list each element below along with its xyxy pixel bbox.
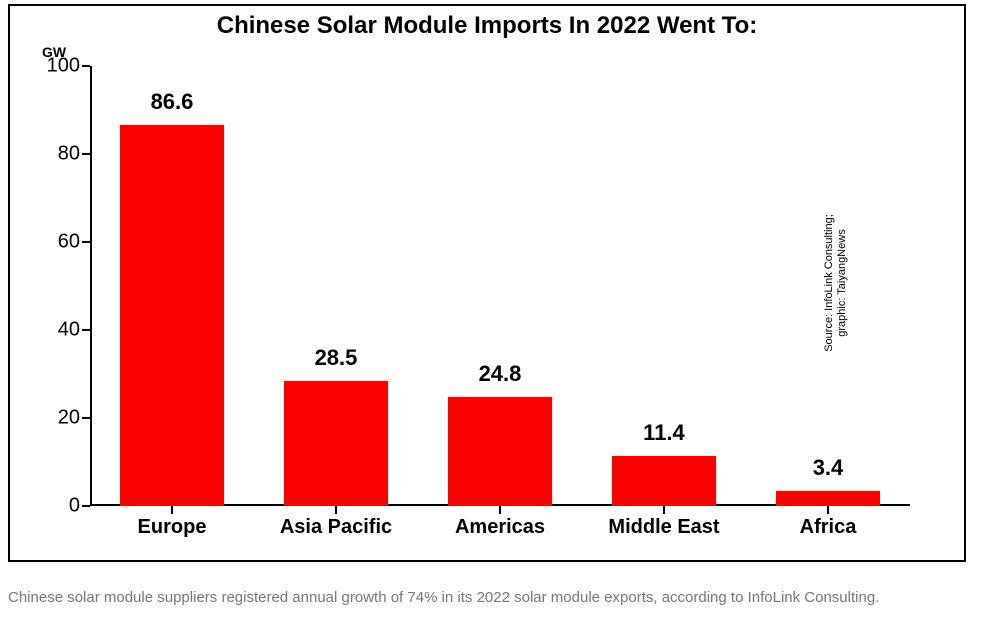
bar: 11.4 xyxy=(612,456,717,506)
bar-value-label: 11.4 xyxy=(643,420,685,456)
x-tick-label: Europe xyxy=(138,506,207,539)
y-axis-line xyxy=(90,66,92,506)
x-tick-label: Africa xyxy=(800,506,857,539)
x-tick-label: Asia Pacific xyxy=(280,506,392,539)
bar-value-label: 28.5 xyxy=(315,345,358,381)
y-tick-label: 100 xyxy=(47,55,90,78)
bar: 3.4 xyxy=(776,491,881,506)
y-tick-label: 20 xyxy=(58,407,90,430)
figure-frame: Chinese Solar Module Imports In 2022 Wen… xyxy=(8,4,966,562)
bar: 86.6 xyxy=(120,125,225,506)
x-tick-label: Middle East xyxy=(608,506,719,539)
y-tick-label: 0 xyxy=(69,495,90,518)
source-credit: Source: InfoLink Consulting; graphic: Ta… xyxy=(823,153,849,413)
x-tick-label: Americas xyxy=(455,506,545,539)
plot-area: 02040608010086.6Europe28.5Asia Pacific24… xyxy=(90,66,910,506)
caption-text: Chinese solar module suppliers registere… xyxy=(8,589,992,606)
bar-value-label: 86.6 xyxy=(151,89,194,125)
y-tick-label: 40 xyxy=(58,319,90,342)
chart-title: Chinese Solar Module Imports In 2022 Wen… xyxy=(10,12,964,40)
y-tick-label: 80 xyxy=(58,143,90,166)
y-tick-label: 60 xyxy=(58,231,90,254)
bar: 28.5 xyxy=(284,381,389,506)
bar: 24.8 xyxy=(448,397,553,506)
bar-value-label: 3.4 xyxy=(813,455,844,491)
bar-value-label: 24.8 xyxy=(479,361,522,397)
